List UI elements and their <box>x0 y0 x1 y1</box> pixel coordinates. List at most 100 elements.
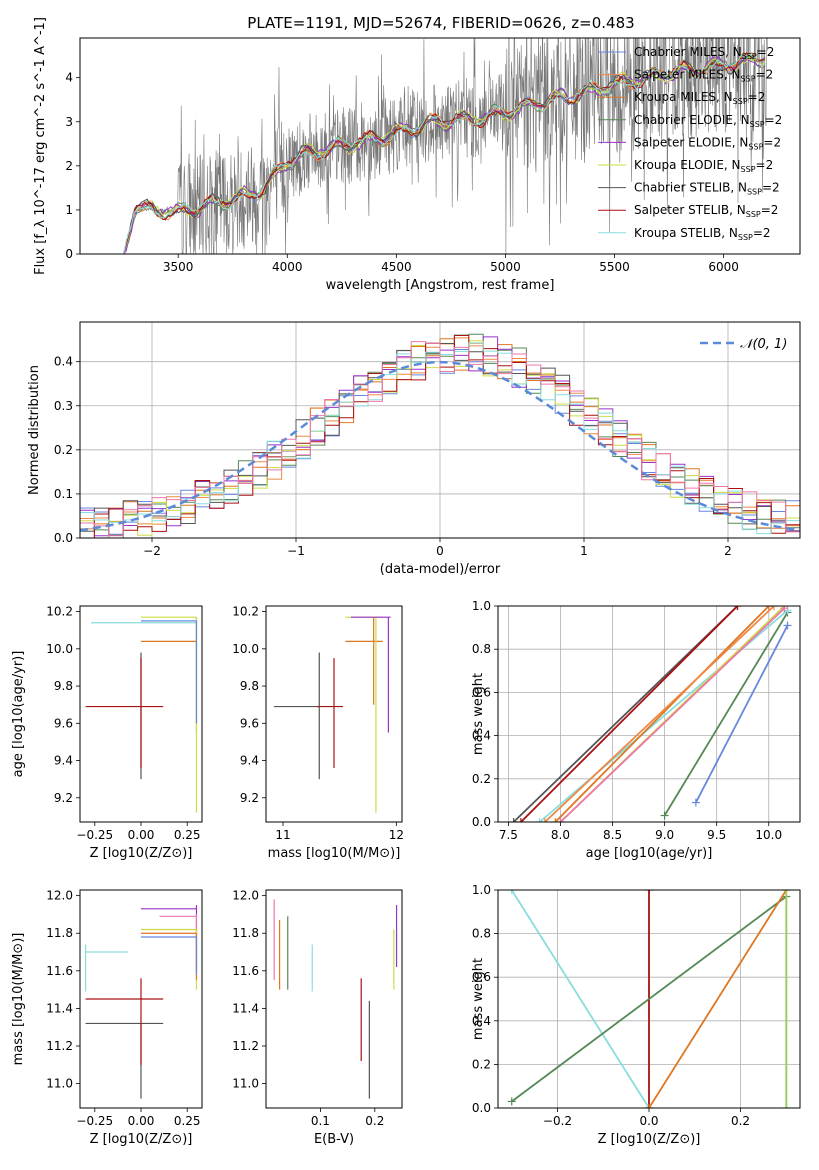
spectrum-xtick-label: 5500 <box>599 260 630 274</box>
z_vs_mass-ytick-label: 11.6 <box>46 964 73 978</box>
spectrum-ytick-label: 2 <box>65 159 73 173</box>
z_vs_age-ytick-label: 9.4 <box>54 754 73 768</box>
z_vs_weight-plus-marker <box>782 1104 791 1108</box>
spectrum-plot <box>123 38 768 254</box>
ebv_vs_mass-frame <box>265 889 403 1109</box>
spectrum-legend-label: Chabrier ELODIE, NSSP=2 <box>634 113 782 129</box>
spectrum-xtick-label: 4500 <box>381 260 412 274</box>
age_vs_weight-plus-marker <box>551 818 560 822</box>
age_vs_weight-plus-marker <box>556 818 565 822</box>
residuals-ylabel: Normed distribution <box>27 365 42 495</box>
ebv_vs_mass-ytick-label: 11.4 <box>232 1001 259 1015</box>
z_vs_mass-ytick-label: 11.0 <box>46 1077 73 1091</box>
age_vs_weight-plus-marker <box>660 811 669 820</box>
spectrum-xlabel: wavelength [Angstrom, rest frame] <box>326 278 555 293</box>
z_vs_age-ylabel: age [log10(age/yr)] <box>11 651 26 778</box>
residuals-xtick-label: 0 <box>436 544 444 558</box>
residuals-ytick-label: 0.4 <box>54 355 73 369</box>
z_vs_mass-xtick-label: 0.25 <box>174 1114 201 1128</box>
ebv_vs_mass-axes: 0.1 0.2 11.0 11.2 11.4 11.6 11.8 12.0 E(B-V) <box>232 889 403 1147</box>
z_vs_weight-ytick-label: 0.6 <box>472 970 491 984</box>
age_vs_weight-xtick-label: 7.5 <box>499 828 518 842</box>
mass_vs_age-ytick-label: 9.8 <box>240 679 259 693</box>
z_vs_weight-series-line <box>511 895 787 1103</box>
age_vs_weight-series-line <box>695 624 789 804</box>
z_vs_weight-xtick-label: −0.2 <box>543 1114 572 1128</box>
spectrum-legend-label: Salpeter MILES, NSSP=2 <box>634 68 773 84</box>
z_vs_weight-series-line <box>510 890 650 1108</box>
figure-title: PLATE=1191, MJD=52674, FIBERID=0626, z=0… <box>247 14 634 32</box>
z_vs_weight-plot <box>498 890 800 1108</box>
age_vs_weight-ytick-label: 1.0 <box>472 599 491 613</box>
z_vs_age-xtick-label: −0.25 <box>76 828 113 842</box>
residuals-ytick-label: 0.0 <box>54 531 73 545</box>
mass_vs_age-xtick-label: 12 <box>389 828 404 842</box>
age_vs_weight-ytick-label: 0.0 <box>472 815 491 829</box>
z_vs_age-plot <box>85 616 198 813</box>
z_vs_age-frame <box>79 605 203 823</box>
mass_vs_age-xtick-label: 11 <box>275 828 290 842</box>
mass_vs_age-plot <box>273 616 391 813</box>
age_vs_weight-xtick-label: 8.0 <box>551 828 570 842</box>
z_vs_weight-plus-marker <box>782 890 791 894</box>
age_vs_weight-plus-marker <box>535 818 544 822</box>
residuals-ytick-label: 0.1 <box>54 487 73 501</box>
spectrum-legend-label: Chabrier STELIB, NSSP=2 <box>634 181 780 197</box>
age_vs_weight-xtick-label: 10.0 <box>755 828 782 842</box>
age_vs_weight-plus-marker <box>783 621 792 630</box>
mass_vs_age-ytick-label: 9.4 <box>240 754 259 768</box>
residuals-xtick-label: −1 <box>287 544 305 558</box>
z_vs_weight-frame <box>497 889 801 1109</box>
age_vs_weight-frame <box>497 605 801 823</box>
residuals-xtick-label: −2 <box>143 544 161 558</box>
z_vs_mass-ylabel: mass [log10(M/M⊙)] <box>11 933 26 1066</box>
z_vs_mass-frame <box>79 889 203 1109</box>
age_vs_weight-plus-marker <box>509 818 518 822</box>
age_vs_weight-ytick-label: 0.4 <box>472 729 491 743</box>
residuals-ytick-label: 0.3 <box>54 399 73 413</box>
spectrum-model-line <box>123 52 766 254</box>
age_vs_weight-xtick-label: 9.0 <box>655 828 674 842</box>
z_vs_weight-plus-marker <box>645 1104 653 1108</box>
z_vs_weight-ytick-label: 1.0 <box>472 883 491 897</box>
z_vs_weight-plus-marker <box>645 890 653 894</box>
age_vs_weight-series-line <box>544 606 775 822</box>
age_vs_weight-plus-marker <box>769 606 778 610</box>
spectrum-ytick-label: 1 <box>65 203 73 217</box>
age_vs_weight-series-line <box>663 612 789 816</box>
spectrum-ytick-label: 0 <box>65 247 73 261</box>
normal-curve <box>80 360 800 532</box>
ebv_vs_mass-plot <box>273 899 398 1099</box>
spectrum-axes: 3500 4000 4500 5000 5500 6000 0 1 2 3 4 wavelength … <box>33 17 801 293</box>
spectrum-xtick-label: 6000 <box>708 260 739 274</box>
age_vs_weight-ylabel: mass weight <box>471 673 486 755</box>
residuals-axes: −2 −1 0 1 2 0.0 0.1 0.2 0.3 0.4 (data-model)/error… <box>27 321 801 577</box>
residuals-xtick-label: 1 <box>580 544 588 558</box>
spectrum-model-line <box>123 55 766 254</box>
residual-histogram-step <box>80 341 800 537</box>
spectrum-ytick-label: 4 <box>65 71 73 85</box>
ebv_vs_mass-ytick-label: 11.2 <box>232 1039 259 1053</box>
spectrum-xtick-label: 4000 <box>272 260 303 274</box>
mass_vs_age-ytick-label: 10.2 <box>232 605 259 619</box>
mass_vs_age-ytick-label: 10.0 <box>232 642 259 656</box>
z_vs_mass-ytick-label: 11.2 <box>46 1039 73 1053</box>
age_vs_weight-plot <box>498 606 800 822</box>
mass_vs_age-xlabel: mass [log10(M/M⊙)] <box>268 846 401 861</box>
spectrum-frame <box>79 37 801 255</box>
z_vs_weight-xtick-label: 0.2 <box>731 1114 750 1128</box>
age_vs_weight-xtick-label: 9.5 <box>707 828 726 842</box>
ebv_vs_mass-ytick-label: 11.6 <box>232 964 259 978</box>
mass_vs_age-ytick-label: 9.6 <box>240 716 259 730</box>
mass_vs_age-frame <box>265 605 403 823</box>
z_vs_weight-ytick-label: 0.2 <box>472 1057 491 1071</box>
z_vs_age-xlabel: Z [log10(Z/Z⊙)] <box>90 846 193 861</box>
spectrum-legend-label: Kroupa STELIB, NSSP=2 <box>634 226 771 242</box>
spectrum-xtick-label: 3500 <box>163 260 194 274</box>
z_vs_mass-ytick-label: 11.8 <box>46 926 73 940</box>
z_vs_age-ytick-label: 9.6 <box>54 716 73 730</box>
spectrum-ytick-label: 3 <box>65 115 73 129</box>
spectrum-legend-label: Salpeter ELODIE, NSSP=2 <box>634 135 781 151</box>
z_vs_age-xtick-label: 0.25 <box>174 828 201 842</box>
